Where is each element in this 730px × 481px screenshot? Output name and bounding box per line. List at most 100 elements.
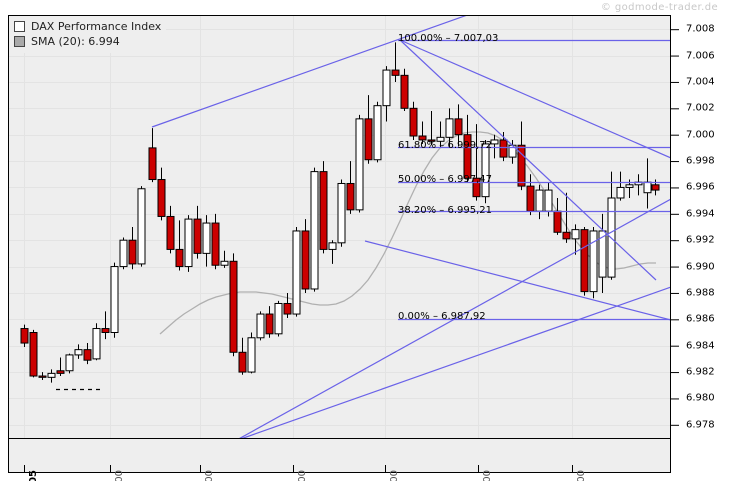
candle-body[interactable] bbox=[229, 260, 238, 353]
candle-body[interactable] bbox=[463, 134, 472, 179]
fib-level-label: 38.20% – 6.995,21 bbox=[398, 205, 493, 216]
candle-body[interactable] bbox=[319, 171, 328, 250]
candle-body[interactable] bbox=[38, 375, 47, 378]
trend-line[interactable] bbox=[364, 240, 671, 321]
trend-line[interactable] bbox=[399, 39, 657, 281]
trend-line[interactable] bbox=[151, 8, 487, 128]
candle-body[interactable] bbox=[301, 230, 310, 290]
candle-body[interactable] bbox=[346, 182, 355, 211]
y-axis-tick-label: 6.992 bbox=[686, 234, 715, 246]
candle-body[interactable] bbox=[166, 215, 175, 250]
candle-body[interactable] bbox=[490, 139, 499, 145]
x-axis-tick-label: 10:00 bbox=[204, 470, 215, 481]
y-axis-tick-label: 7.004 bbox=[686, 76, 715, 88]
candle-body[interactable] bbox=[110, 266, 119, 333]
x-axis-area bbox=[8, 439, 671, 473]
candle-body[interactable] bbox=[128, 239, 137, 265]
candle-body[interactable] bbox=[526, 185, 535, 212]
x-axis-tick-label: 11:00 bbox=[297, 470, 308, 481]
candle-body[interactable] bbox=[119, 239, 128, 268]
candle-body[interactable] bbox=[418, 135, 427, 141]
plot-contents bbox=[9, 8, 671, 441]
candle-body[interactable] bbox=[20, 328, 29, 344]
candle-body[interactable] bbox=[29, 332, 38, 377]
candle-body[interactable] bbox=[373, 105, 382, 161]
y-axis-tick-label: 6.980 bbox=[686, 392, 715, 404]
candle-body[interactable] bbox=[436, 136, 445, 142]
candle-body[interactable] bbox=[274, 302, 283, 335]
candle-body[interactable] bbox=[625, 184, 634, 188]
y-axis-tick-label: 7.000 bbox=[686, 129, 715, 141]
candle-body[interactable] bbox=[47, 372, 56, 378]
candle-body[interactable] bbox=[616, 186, 625, 199]
trend-line[interactable] bbox=[235, 198, 671, 441]
candle-body[interactable] bbox=[157, 179, 166, 217]
candle-body[interactable] bbox=[427, 139, 436, 142]
candle-body[interactable] bbox=[137, 188, 146, 265]
candle-body[interactable] bbox=[292, 230, 301, 315]
candle-body[interactable] bbox=[328, 242, 337, 250]
candle-body[interactable] bbox=[92, 328, 101, 360]
candle-body[interactable] bbox=[56, 370, 65, 374]
candle-body[interactable] bbox=[400, 74, 409, 109]
candle-body[interactable] bbox=[184, 218, 193, 268]
candle-body[interactable] bbox=[211, 222, 220, 266]
candle-body[interactable] bbox=[571, 229, 580, 240]
candle-body[interactable] bbox=[391, 69, 400, 76]
candle-body[interactable] bbox=[445, 118, 454, 138]
candle-body[interactable] bbox=[517, 144, 526, 187]
x-axis-tick-label: 14:00 bbox=[576, 470, 587, 481]
candle-body[interactable] bbox=[74, 349, 83, 356]
candle-body[interactable] bbox=[175, 248, 184, 268]
candle-body[interactable] bbox=[535, 189, 544, 212]
watermark: © godmode-trader.de bbox=[600, 2, 718, 13]
candle-body[interactable] bbox=[409, 107, 418, 137]
y-axis-tick-label: 7.006 bbox=[686, 50, 715, 62]
candle-body[interactable] bbox=[83, 349, 92, 361]
candle-body[interactable] bbox=[247, 337, 256, 373]
candle-body[interactable] bbox=[651, 184, 660, 191]
candle-body[interactable] bbox=[553, 210, 562, 233]
y-axis-tick-label: 6.982 bbox=[686, 366, 715, 378]
legend-item-sma[interactable]: SMA (20): 6.994 bbox=[14, 34, 161, 49]
trend-line[interactable] bbox=[399, 39, 671, 159]
candle-body[interactable] bbox=[355, 118, 364, 211]
candle-body[interactable] bbox=[283, 302, 292, 315]
fib-level-label: 0.00% – 6.987,92 bbox=[398, 311, 486, 322]
candle-body[interactable] bbox=[193, 218, 202, 254]
candle-body[interactable] bbox=[256, 313, 265, 339]
y-axis-tick-label: 6.984 bbox=[686, 340, 715, 352]
candle-body[interactable] bbox=[454, 118, 463, 136]
candle-body[interactable] bbox=[544, 189, 553, 212]
candle-body[interactable] bbox=[220, 260, 229, 266]
legend-label-price: DAX Performance Index bbox=[31, 20, 162, 33]
trend-line[interactable] bbox=[235, 286, 671, 441]
candle-body[interactable] bbox=[364, 118, 373, 161]
candle-body[interactable] bbox=[382, 69, 391, 107]
x-axis-tick-label: 09:00 bbox=[114, 470, 125, 481]
y-axis-tick-label: 7.002 bbox=[686, 102, 715, 114]
candle-body[interactable] bbox=[238, 351, 247, 373]
candle-body[interactable] bbox=[580, 229, 589, 293]
chart-legend: DAX Performance Index SMA (20): 6.994 bbox=[9, 16, 167, 53]
y-axis-tick-label: 6.978 bbox=[686, 419, 715, 431]
legend-item-price[interactable]: DAX Performance Index bbox=[14, 19, 161, 34]
candle-body[interactable] bbox=[65, 354, 74, 372]
candle-body[interactable] bbox=[337, 182, 346, 244]
candle-body[interactable] bbox=[481, 143, 490, 198]
y-axis-tick-label: 6.990 bbox=[686, 261, 715, 273]
candle-body[interactable] bbox=[472, 177, 481, 198]
candle-body[interactable] bbox=[643, 181, 652, 194]
x-axis-tick-label: 13:00 bbox=[482, 470, 493, 481]
candle-body[interactable] bbox=[310, 171, 319, 290]
candle-body[interactable] bbox=[499, 139, 508, 158]
candle-body[interactable] bbox=[202, 222, 211, 254]
candle-body[interactable] bbox=[589, 230, 598, 293]
y-axis-tick-label: 6.988 bbox=[686, 287, 715, 299]
candle-body[interactable] bbox=[562, 231, 571, 240]
candle-body[interactable] bbox=[598, 230, 607, 278]
candle-body[interactable] bbox=[265, 313, 274, 335]
candle-body[interactable] bbox=[101, 328, 110, 334]
candle-body[interactable] bbox=[148, 147, 157, 181]
